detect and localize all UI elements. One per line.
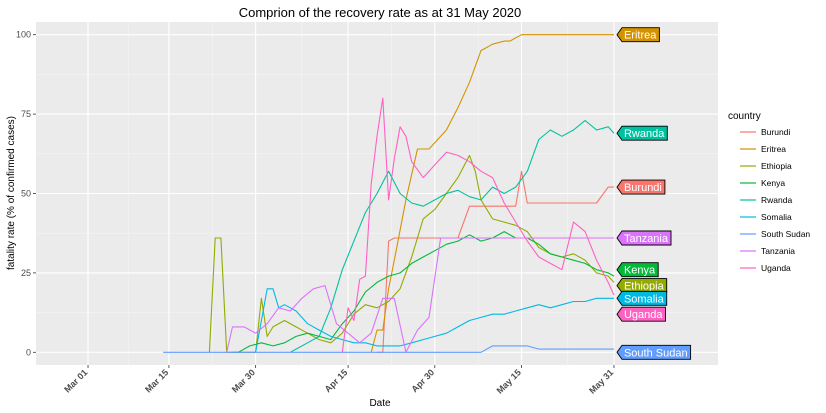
legend-entry-south-sudan: South Sudan [761,229,810,239]
x-tick-label: May 15 [495,367,523,395]
legend-entry-ethiopia: Ethiopia [761,161,792,171]
series-line-uganda [341,97,615,353]
end-label-text: Kenya [624,265,656,277]
end-label-text: Uganda [624,309,663,321]
legend-entry-tanzania: Tanzania [761,246,795,256]
legend-entry-eritrea: Eritrea [761,144,786,154]
end-label-text: Tanzania [624,233,669,245]
end-label-eritrea: Eritrea [616,27,660,43]
legend-entry-burundi: Burundi [761,127,790,137]
x-tick-label: Mar 15 [143,367,170,394]
legend-entry-somalia: Somalia [761,212,792,222]
series-line-south-sudan [163,345,614,353]
x-tick-label: Mar 01 [62,367,89,394]
y-tick-label: 50 [21,189,31,199]
legend-entry-rwanda: Rwanda [761,195,792,205]
end-label-uganda: Uganda [616,306,666,322]
y-tick-label: 100 [16,30,31,40]
legend-title: country [728,111,761,122]
x-axis-label: Date [369,398,391,409]
y-tick-label: 75 [21,109,31,119]
series-line-rwanda [290,119,615,353]
series-line-eritrea [370,34,614,353]
series-line-ethiopia [208,154,615,353]
series-line-tanzania [226,237,614,353]
end-label-box [616,27,660,43]
end-label-text: South Sudan [624,347,688,359]
y-tick-label: 25 [21,268,31,278]
end-label-box [616,125,668,141]
end-label-box [616,262,659,278]
series-line-burundi [377,170,614,353]
end-label-box [616,278,668,294]
series-line-somalia [255,288,614,353]
end-label-box [616,290,668,306]
end-label-text: Burundi [624,182,662,194]
y-axis-label: fatality rate (% of confirmed cases) [6,116,17,270]
end-label-tanzania: Tanzania [616,230,672,246]
x-tick-label: Apr 30 [409,367,436,394]
y-tick-label: 0 [26,347,31,357]
chart-title: Comprion of the recovery rate as at 31 M… [239,5,522,20]
end-label-text: Eritrea [624,30,657,42]
y-axis: 0 25 50 75 100 [16,30,36,357]
legend: country Burundi Eritrea Ethiopia Kenya Rwand… [728,111,810,273]
series-line-kenya [232,231,615,353]
end-label-south-sudan: South Sudan [616,344,692,360]
end-label-text: Somalia [624,293,665,305]
x-tick-label: Apr 15 [323,367,350,394]
x-axis: Mar 01 Mar 15 Mar 30 Apr 15 Apr 30 May 15 May … [62,365,615,396]
end-label-burundi: Burundi [616,179,666,195]
end-label-box [616,179,666,195]
end-label-box [616,230,672,246]
series-lines [163,34,615,353]
x-tick-label: May 31 [587,367,615,395]
x-tick-label: Mar 30 [230,367,257,394]
end-labels: Burundi Eritrea Ethiopia Kenya Rwanda Somalia… [616,27,692,360]
end-label-ethiopia: Ethiopia [616,278,668,294]
end-label-text: Rwanda [624,128,665,140]
end-label-box [616,344,692,360]
end-label-rwanda: Rwanda [616,125,668,141]
end-label-text: Ethiopia [624,281,665,293]
end-label-box [616,306,666,322]
end-label-kenya: Kenya [616,262,659,278]
end-label-somalia: Somalia [616,290,668,306]
legend-entry-uganda: Uganda [761,263,791,273]
legend-entry-kenya: Kenya [761,178,785,188]
